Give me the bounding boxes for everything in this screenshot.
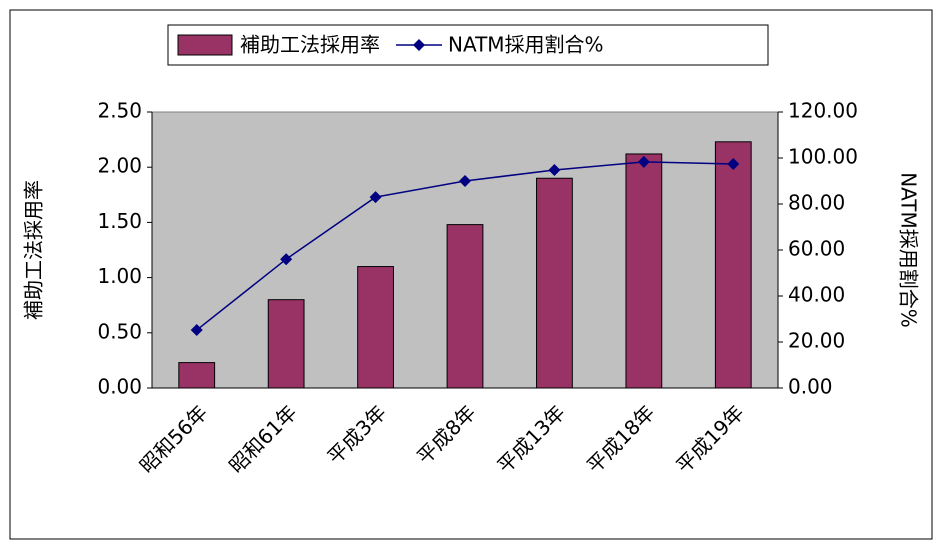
bar [536, 177, 573, 389]
bar [625, 153, 663, 389]
y2-axis-title: NATM採用割合% [897, 172, 921, 328]
y2-tick-label: 0.00 [788, 375, 833, 399]
bar [178, 362, 216, 389]
y-tick-label: 0.50 [97, 319, 142, 343]
marker [459, 175, 471, 187]
y2-tick-label: 120.00 [788, 99, 858, 123]
y2-tick-label: 80.00 [788, 191, 845, 215]
y-axis-title: 補助工法採用率 [22, 180, 46, 320]
legend-marker [413, 39, 425, 51]
y-tick-label: 2.50 [97, 99, 142, 123]
legend-label: NATM採用割合% [448, 33, 604, 57]
legend-box [167, 24, 769, 66]
y2-tick-label: 20.00 [788, 329, 845, 353]
y-tick-label: 2.00 [97, 154, 142, 178]
bar [446, 224, 484, 389]
y2-tick-label: 40.00 [788, 283, 845, 307]
marker [548, 163, 561, 176]
y2-tick-label: 60.00 [788, 237, 845, 261]
y-tick-label: 1.00 [97, 264, 142, 288]
legend-label: 補助工法採用率 [240, 33, 380, 57]
marker [727, 157, 740, 170]
marker [280, 253, 293, 266]
marker [637, 155, 650, 168]
marker [190, 324, 203, 337]
bar [267, 299, 305, 389]
bar [714, 141, 752, 389]
bar [357, 266, 394, 389]
legend-swatch [177, 34, 233, 56]
y-tick-label: 1.50 [97, 209, 142, 233]
y2-tick-label: 100.00 [788, 145, 858, 169]
marker [369, 191, 382, 204]
y-tick-label: 0.00 [97, 375, 142, 399]
